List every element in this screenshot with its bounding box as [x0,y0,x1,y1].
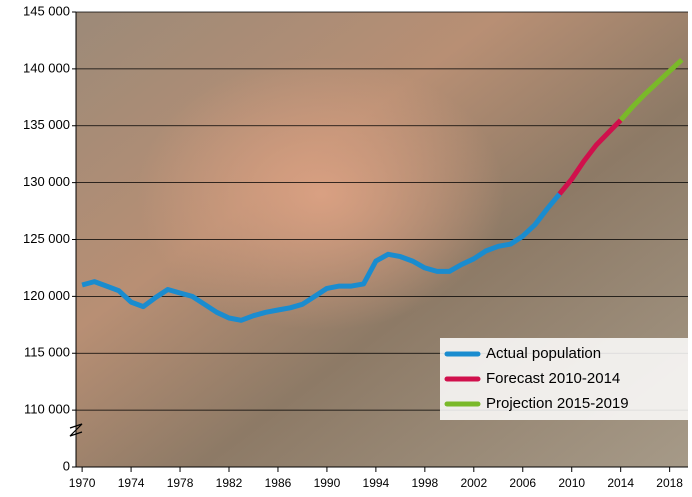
y-tick-label: 110 000 [24,402,70,417]
legend-box [440,338,688,420]
x-tick-label: 1994 [363,476,390,490]
x-tick-label: 1990 [314,476,341,490]
series-line [81,192,562,323]
x-tick-label: 2006 [509,476,536,490]
y-tick-label: 0 [63,458,70,473]
y-tick-label: 135 000 [23,117,70,132]
y-tick-label: 115 000 [24,345,70,360]
x-tick-label: 1978 [167,476,194,490]
y-tick-label: 120 000 [23,288,70,303]
axis-break [69,423,83,437]
y-tick-label: 130 000 [23,174,70,189]
x-tick-label: 1974 [118,476,145,490]
y-tick-label: 145 000 [23,3,70,18]
x-tick-label: 1982 [216,476,243,490]
x-tick-label: 2002 [460,476,487,490]
y-tick-label: 125 000 [23,231,70,246]
legend-label: Forecast 2010-2014 [486,370,620,387]
x-tick-label: 1998 [411,476,438,490]
x-tick-label: 1970 [69,476,96,490]
legend-label: Actual population [486,345,601,362]
y-tick-label: 140 000 [23,60,70,75]
x-tick-label: 2014 [607,476,634,490]
legend-label: Projection 2015-2019 [486,395,629,412]
x-tick-label: 2010 [558,476,585,490]
series-line [557,118,623,196]
x-tick-label: 1986 [265,476,292,490]
x-tick-label: 2018 [656,476,683,490]
series-line [618,57,684,122]
